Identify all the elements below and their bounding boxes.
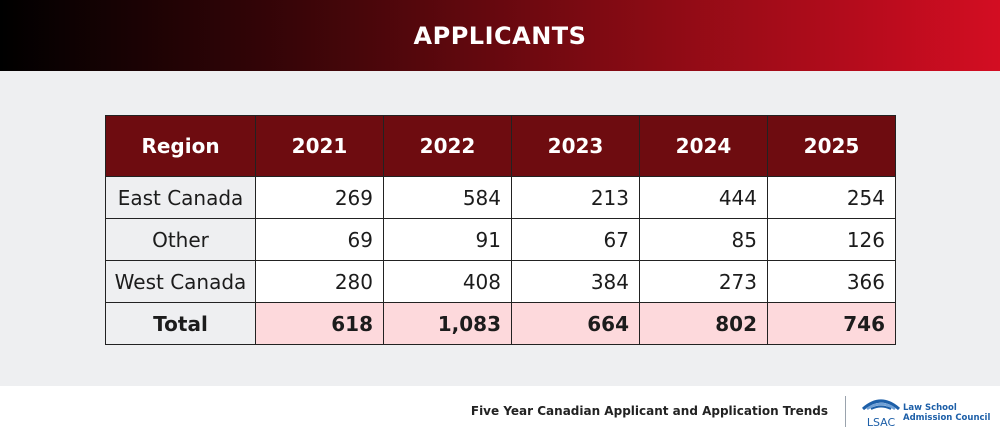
footer-caption: Five Year Canadian Applicant and Applica… [470,404,828,418]
value-cell: 444 [639,176,768,219]
column-header: 2025 [767,115,896,177]
value-cell: 273 [639,260,768,303]
table-row: East Canada 269 584 213 444 254 [105,176,896,219]
value-cell: 254 [767,176,896,219]
value-cell: 269 [255,176,384,219]
org-name: Law School Admission Council [903,403,990,423]
org-name-line2: Admission Council [903,413,991,423]
value-cell: 67 [511,218,640,261]
total-cell: 1,083 [383,302,512,345]
value-cell: 584 [383,176,512,219]
org-name-line1: Law School [903,403,957,413]
page-title: APPLICANTS [413,21,587,50]
value-cell: 126 [767,218,896,261]
value-cell: 366 [767,260,896,303]
value-cell: 91 [383,218,512,261]
column-header: 2023 [511,115,640,177]
total-cell: 746 [767,302,896,345]
value-cell: 69 [255,218,384,261]
lsac-logo-icon: LSAC [862,399,900,429]
column-header: Region [105,115,256,177]
value-cell: 408 [383,260,512,303]
logo-text: LSAC [867,416,896,429]
lsac-logo: LSAC [861,395,901,431]
total-label: Total [105,302,256,345]
table-row: West Canada 280 408 384 273 366 [105,260,896,303]
footer-divider [845,396,846,427]
total-cell: 618 [255,302,384,345]
column-header: 2022 [383,115,512,177]
value-cell: 85 [639,218,768,261]
header-banner: APPLICANTS [0,0,1000,71]
total-row: Total 618 1,083 664 802 746 [105,302,896,345]
value-cell: 213 [511,176,640,219]
column-header: 2021 [255,115,384,177]
value-cell: 280 [255,260,384,303]
table-header-row: Region 2021 2022 2023 2024 2025 [105,115,896,177]
total-cell: 664 [511,302,640,345]
table-row: Other 69 91 67 85 126 [105,218,896,261]
region-cell: West Canada [105,260,256,303]
value-cell: 384 [511,260,640,303]
region-cell: East Canada [105,176,256,219]
total-cell: 802 [639,302,768,345]
column-header: 2024 [639,115,768,177]
region-cell: Other [105,218,256,261]
applicants-table: Region 2021 2022 2023 2024 2025 East Can… [105,115,896,345]
